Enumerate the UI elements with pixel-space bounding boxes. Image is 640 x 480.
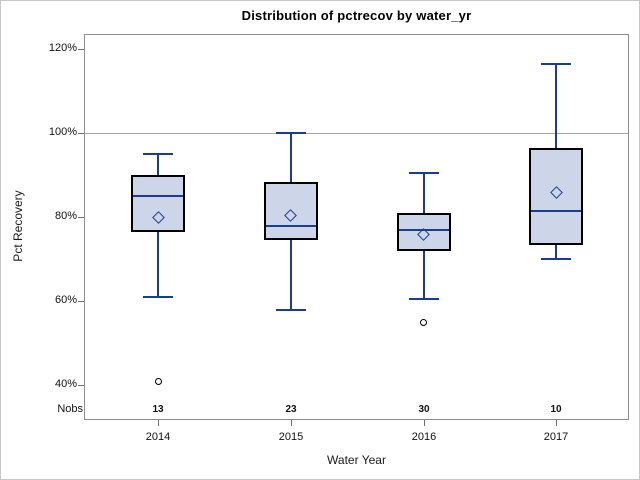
plot-area <box>84 34 629 420</box>
x-tick-label: 2016 <box>411 431 437 443</box>
median-line <box>398 228 449 231</box>
box-body-2014 <box>131 175 185 232</box>
box-body-2016 <box>396 213 451 251</box>
x-tick-label: 2015 <box>278 431 304 443</box>
reference-line-100 <box>85 133 628 135</box>
x-tick-mark <box>424 420 425 426</box>
box-whisker-cap-bottom <box>541 258 572 261</box>
y-tick-mark <box>78 133 84 134</box>
median-line <box>133 195 183 198</box>
chart-title: Distribution of pctrecov by water_yr <box>241 8 472 23</box>
nobs-value: 23 <box>285 404 297 415</box>
y-axis-title: Pct Recovery <box>11 190 25 262</box>
x-tick-mark <box>158 420 159 426</box>
y-tick-label: 80% <box>54 210 77 222</box>
box-whisker-cap-top <box>275 132 306 135</box>
nobs-value: 30 <box>418 404 430 415</box>
y-tick-label: 60% <box>54 294 77 306</box>
nobs-row-label: Nobs <box>57 403 83 415</box>
x-axis-title: Water Year <box>327 453 386 467</box>
y-tick-mark <box>78 49 84 50</box>
outlier-point <box>154 377 162 385</box>
box-whisker-cap-bottom <box>143 296 173 299</box>
y-tick-mark <box>78 217 84 218</box>
median-line <box>531 210 582 212</box>
nobs-value: 13 <box>152 404 164 415</box>
box-whisker-cap-top <box>541 63 572 65</box>
y-tick-label: 100% <box>48 126 77 138</box>
nobs-value: 10 <box>550 404 562 415</box>
box-whisker-cap-bottom <box>275 308 306 311</box>
y-tick-label: 120% <box>48 42 77 54</box>
x-tick-mark <box>291 420 292 426</box>
y-tick-label: 40% <box>54 378 77 390</box>
x-tick-mark <box>556 420 557 426</box>
y-tick-mark <box>78 385 84 386</box>
box-whisker-cap-bottom <box>408 298 439 301</box>
box-whisker-cap-top <box>143 153 173 156</box>
box-whisker-cap-top <box>408 172 439 175</box>
box-body-2017 <box>529 148 584 245</box>
outlier-point <box>420 318 428 326</box>
y-tick-mark <box>78 301 84 302</box>
x-tick-label: 2014 <box>145 431 171 443</box>
box-body-2015 <box>263 181 318 241</box>
median-line <box>265 224 316 227</box>
x-tick-label: 2017 <box>543 431 569 443</box>
